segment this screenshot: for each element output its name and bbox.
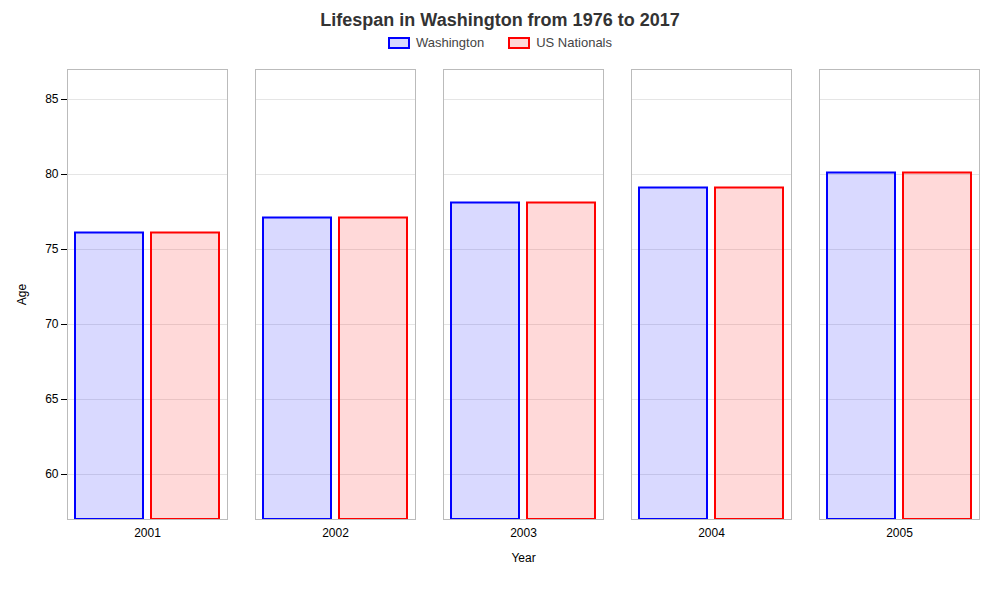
svg-text:80: 80 (45, 167, 59, 181)
svg-text:Age: Age (15, 284, 29, 306)
svg-text:75: 75 (45, 242, 59, 256)
svg-text:70: 70 (45, 317, 59, 331)
html-text:Lifespan in Washington from 19: Lifespan in Washington from 1976 to 2017 (320, 10, 680, 30)
svg-text:2005: 2005 (886, 526, 913, 540)
svg-text:2002: 2002 (322, 526, 349, 540)
svg-text:65: 65 (45, 392, 59, 406)
svg-text:2004: 2004 (698, 526, 725, 540)
svg-text:Year: Year (511, 551, 535, 565)
svg-text:2003: 2003 (510, 526, 537, 540)
svg-text:2001: 2001 (134, 526, 161, 540)
svg-text:60: 60 (45, 467, 59, 481)
html-text:US Nationals: US Nationals (536, 35, 612, 50)
svg-text:85: 85 (45, 92, 59, 106)
html-text:Washington: Washington (416, 35, 485, 50)
